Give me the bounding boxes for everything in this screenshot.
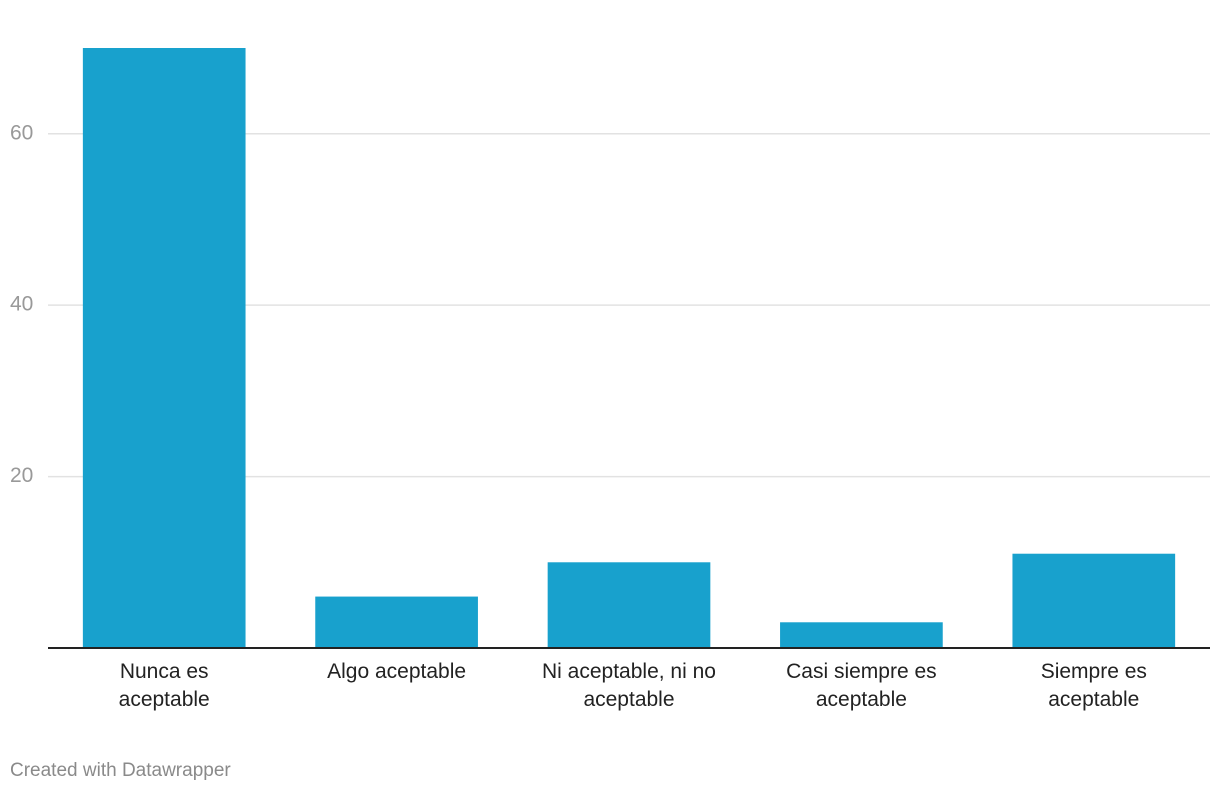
bar xyxy=(315,596,478,648)
x-tick-label: Casi siempre es aceptable xyxy=(786,660,937,711)
footer: Created with Datawrapper xyxy=(10,760,231,781)
x-tick-label: Ni aceptable, ni no aceptable xyxy=(542,660,716,711)
y-tick-label: 40 xyxy=(10,293,33,316)
x-tick-label: Algo aceptable xyxy=(327,660,467,683)
bar xyxy=(547,562,711,648)
x-tick-label: Siempre es aceptable xyxy=(1040,660,1147,711)
y-tick-label: 60 xyxy=(10,121,33,144)
bar xyxy=(780,622,943,648)
bar xyxy=(1012,553,1176,648)
bar xyxy=(82,48,246,648)
x-tick-label: Nunca es aceptable xyxy=(118,660,210,711)
y-tick-label: 20 xyxy=(10,464,33,487)
